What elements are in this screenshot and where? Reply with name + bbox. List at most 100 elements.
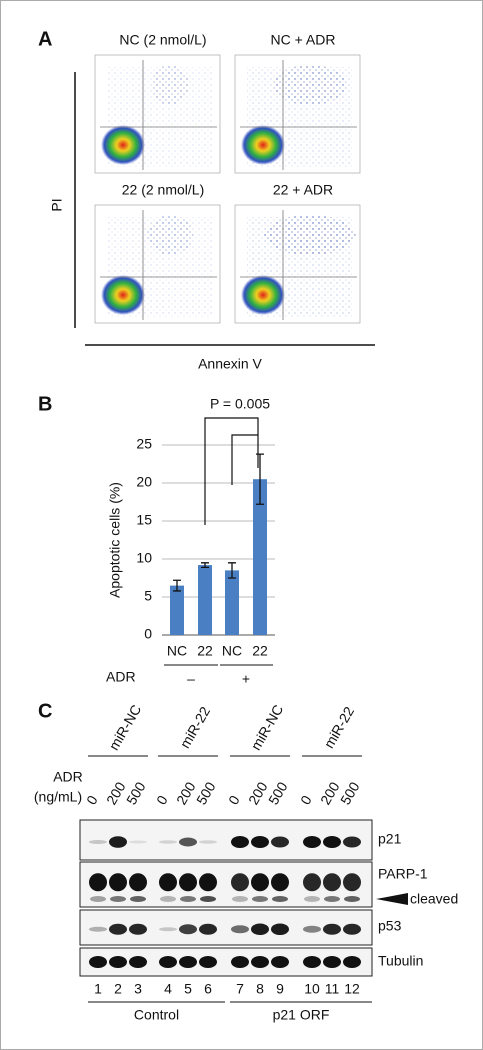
dose: 0 (83, 792, 101, 807)
group-label: miR-NC (106, 702, 145, 753)
error-bar (173, 579, 181, 592)
band (159, 927, 177, 932)
x-tick-label: NC (167, 643, 187, 659)
band (231, 873, 249, 892)
band (89, 956, 107, 968)
group-label: – (187, 671, 195, 687)
annotation: P = 0.005 (210, 396, 270, 412)
panel-label: B (38, 393, 52, 415)
band (199, 840, 217, 844)
cell-density (241, 275, 285, 315)
band (199, 873, 217, 892)
dose: 500 (193, 779, 219, 807)
lane-number: 2 (114, 981, 122, 997)
band-label: PARP-1 (378, 866, 428, 882)
y-tick-label: 25 (136, 436, 152, 452)
y-tick-label: 0 (144, 626, 152, 642)
group-title: ADR (106, 669, 136, 685)
band (232, 896, 248, 902)
band (179, 924, 197, 935)
lane-number: 6 (204, 981, 212, 997)
band (343, 956, 361, 968)
flow-panel: A NC (2 nmol/L) NC + ADR 22 (2 nmol/L) 22 + … (38, 28, 375, 372)
band (304, 896, 320, 902)
group-label: miR-NC (248, 702, 287, 753)
band (303, 873, 321, 892)
x-axis-label: Annexin V (198, 356, 262, 372)
error-bar (256, 453, 264, 505)
dose: 500 (123, 779, 149, 807)
band-label: p53 (378, 918, 402, 934)
blot-box (79, 819, 373, 861)
band (110, 896, 126, 902)
band (180, 896, 196, 902)
dose: 200 (317, 779, 343, 807)
dose: 0 (225, 792, 243, 807)
arrowhead (376, 893, 408, 905)
lane-number: 4 (164, 981, 172, 997)
band (89, 840, 107, 844)
dots-upper (273, 65, 347, 105)
band (199, 923, 217, 935)
y-axis-label: Apoptotic cells (%) (107, 482, 123, 598)
bar (170, 585, 184, 635)
lane-number: 1 (94, 981, 102, 997)
dots-upper (147, 215, 193, 255)
band (271, 836, 289, 848)
group-label: + (242, 671, 250, 687)
dose: 200 (173, 779, 199, 807)
lane-number: 8 (256, 981, 264, 997)
band (271, 873, 289, 892)
dose: 500 (337, 779, 363, 807)
band (251, 923, 269, 935)
panel-label: A (38, 28, 52, 50)
x-tick-label: 22 (252, 643, 268, 659)
band (323, 836, 341, 848)
bar (198, 565, 212, 635)
y-tick-label: 15 (136, 512, 152, 528)
band (231, 836, 249, 848)
band (129, 840, 147, 844)
bar-chart: B P = 0.005 0 5 10 15 20 25 Apoptotic cells (%) N… (38, 393, 275, 687)
lane-number: 10 (304, 981, 320, 997)
band (323, 956, 341, 968)
treatment: ADR (53, 769, 83, 785)
plot-title: NC + ADR (271, 32, 336, 48)
band (159, 873, 177, 892)
error-bar (201, 562, 209, 569)
band (343, 873, 361, 892)
band (303, 925, 321, 933)
lane-number: 9 (276, 981, 284, 997)
band (303, 836, 321, 848)
band (251, 956, 269, 968)
band (323, 873, 341, 892)
bar (225, 570, 239, 635)
band (129, 923, 147, 935)
band (179, 956, 197, 968)
band (90, 896, 106, 902)
lane-number: 12 (344, 981, 360, 997)
band (251, 873, 269, 892)
band (179, 873, 197, 892)
panel-label: C (38, 700, 52, 722)
dots-upper (151, 65, 189, 105)
lane-number: 11 (325, 981, 340, 997)
band (271, 923, 289, 935)
plot-title: 22 (2 nmol/L) (122, 182, 204, 198)
band (251, 836, 269, 848)
cell-density (241, 125, 285, 165)
band (231, 956, 249, 968)
group-label: miR-22 (177, 704, 214, 751)
band (324, 896, 340, 902)
band (129, 873, 147, 892)
dose: 0 (297, 792, 315, 807)
band (303, 956, 321, 968)
y-tick-label: 20 (136, 474, 152, 490)
band (343, 923, 361, 935)
lane-number: 7 (236, 981, 244, 997)
condition: Control (134, 1007, 179, 1023)
band-label: p21 (378, 831, 402, 847)
band (323, 923, 341, 935)
